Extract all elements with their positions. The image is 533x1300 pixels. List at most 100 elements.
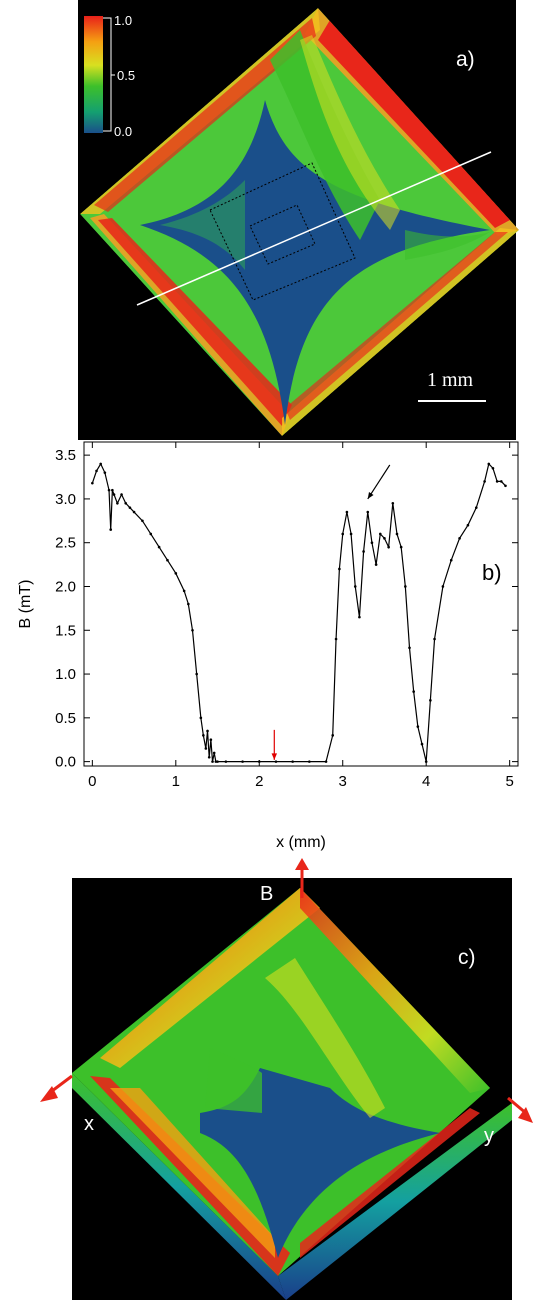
series-point xyxy=(199,716,203,720)
arrow-left-icon xyxy=(40,1086,58,1102)
series-point xyxy=(500,480,503,483)
series-point xyxy=(474,506,478,509)
series-point xyxy=(416,725,420,728)
series-line xyxy=(91,462,506,763)
annotation-arrow-head-icon xyxy=(271,753,278,760)
axis-ticks: 0 1 2 3 4 5 0.0 0.5 1.0 1.5 2.0 2.5 3.0 3.5 xyxy=(55,442,518,790)
annotation-arrow-shaft xyxy=(367,464,391,500)
series-point xyxy=(420,742,424,746)
series-point xyxy=(378,532,382,536)
panel-a-svg: 1.0 0.5 0.0 a) 1 mm xyxy=(78,0,519,440)
arrow-up-icon xyxy=(295,858,309,870)
series-point xyxy=(441,585,445,588)
series-point xyxy=(174,572,178,575)
series-point xyxy=(449,558,453,562)
x-tick-label: 4 xyxy=(422,773,430,790)
series-point xyxy=(404,585,407,588)
series-point xyxy=(349,532,353,536)
panel-a-magneto-optical-map: 1.0 0.5 0.0 a) 1 mm xyxy=(0,0,533,440)
series-point xyxy=(433,637,436,641)
x-tick-label: 0 xyxy=(88,773,96,790)
dotted-square-large xyxy=(209,162,356,301)
series-point xyxy=(487,462,491,466)
annotation-group xyxy=(271,464,391,760)
series-point xyxy=(331,734,335,737)
surface-center-pit xyxy=(200,1068,440,1258)
series-point xyxy=(274,760,278,763)
series-point xyxy=(241,760,244,763)
sample-diamond xyxy=(80,8,519,436)
series-point xyxy=(216,760,219,763)
series-point xyxy=(291,760,294,763)
x-tick-label: 5 xyxy=(505,773,513,790)
series-point xyxy=(111,488,114,492)
y-tick-label: 0.0 xyxy=(55,754,76,771)
series-point xyxy=(429,699,432,702)
series-point xyxy=(149,532,153,536)
series-point xyxy=(504,484,507,488)
base-right-side xyxy=(278,1103,512,1300)
y-tick-label: 2.5 xyxy=(55,535,76,552)
series-point xyxy=(353,585,357,588)
series-point xyxy=(399,545,403,549)
arrow-right-icon xyxy=(518,1107,533,1123)
series-point xyxy=(95,469,98,473)
panel-b-field-profile-chart: 0 1 2 3 4 5 0.0 0.5 1.0 1.5 2.0 2.5 3.0 3.5 b) x (mm)… xyxy=(0,440,533,858)
series-point xyxy=(116,501,119,505)
series-point xyxy=(374,563,378,566)
series-point xyxy=(91,481,94,485)
series-point xyxy=(132,510,136,514)
series-point xyxy=(466,523,470,527)
series-point xyxy=(395,532,399,536)
series-point xyxy=(109,528,113,531)
series-point xyxy=(334,637,338,641)
series-point xyxy=(366,510,370,514)
annotation-arrow-head-icon xyxy=(367,492,374,499)
series-point xyxy=(206,729,209,733)
series-point xyxy=(107,488,111,492)
series-point xyxy=(491,466,495,470)
series-point xyxy=(195,672,198,676)
series-point xyxy=(362,550,365,553)
series-point xyxy=(124,501,128,505)
panel-c-3d-surface: B x y c) xyxy=(0,858,533,1300)
base-left-side xyxy=(72,1073,286,1300)
x-tick-label: 1 xyxy=(172,773,180,790)
x-tick-label: 2 xyxy=(255,773,263,790)
series-point xyxy=(370,541,374,545)
y-axis-label: B (mT) xyxy=(17,580,34,629)
profile-line xyxy=(136,151,492,306)
axis-label-x: x xyxy=(84,1113,94,1135)
series-point xyxy=(358,615,361,619)
series-point xyxy=(483,480,486,483)
y-tick-label: 1.5 xyxy=(55,622,76,639)
axis-label-b: B xyxy=(260,883,273,905)
colorbar-tick-min: 0.0 xyxy=(114,124,132,139)
plot-frame xyxy=(83,441,519,767)
series-point xyxy=(120,493,123,496)
series-group xyxy=(91,462,507,763)
series-point xyxy=(308,760,311,763)
colorbar xyxy=(84,16,103,133)
series-point xyxy=(204,747,208,750)
series-point xyxy=(495,480,499,483)
y-tick-label: 2.0 xyxy=(55,578,76,595)
y-tick-label: 3.5 xyxy=(55,447,76,464)
series-point xyxy=(166,558,169,562)
axis-label-y: y xyxy=(484,1125,494,1147)
series-point xyxy=(207,755,211,759)
series-point xyxy=(112,493,116,496)
colorbar-tick-mid: 0.5 xyxy=(117,68,135,83)
series-point xyxy=(103,471,107,474)
series-point xyxy=(257,760,261,763)
series-point xyxy=(387,545,390,549)
series-point xyxy=(345,510,349,514)
series-point xyxy=(141,519,144,523)
x-tick-label: 3 xyxy=(339,773,347,790)
series-point xyxy=(187,602,190,606)
y-tick-label: 0.5 xyxy=(55,710,76,727)
series-point xyxy=(424,760,428,763)
colorbar-tick-max: 1.0 xyxy=(114,13,132,28)
x-axis-label: x (mm) xyxy=(276,834,326,851)
y-tick-label: 1.0 xyxy=(55,666,76,683)
